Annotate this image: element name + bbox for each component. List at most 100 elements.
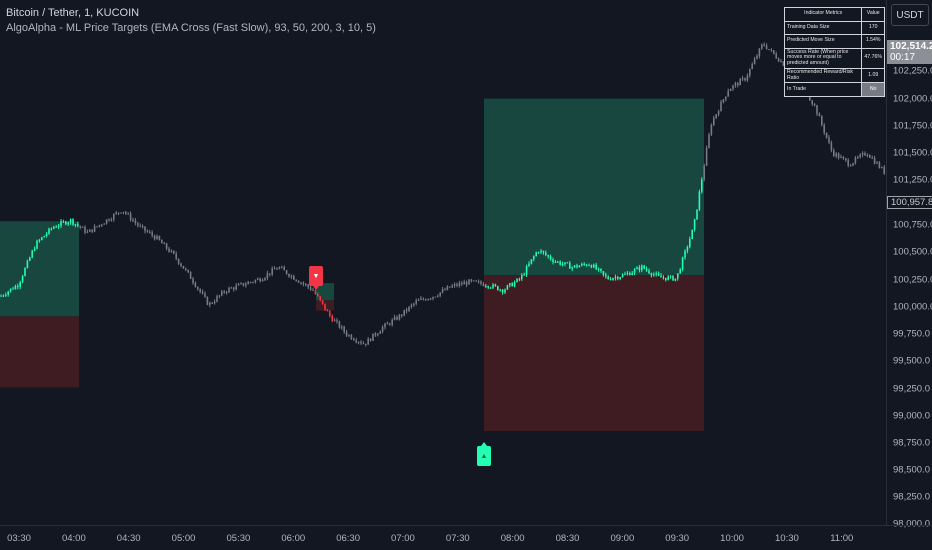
candle-body [624, 274, 626, 276]
candle-body [331, 316, 333, 322]
candle-body [62, 221, 65, 223]
candle-body [825, 132, 828, 138]
candle-body [245, 284, 247, 286]
candle-body [192, 278, 194, 283]
time-tick: 11:00 [830, 533, 854, 544]
candle-body [211, 302, 213, 304]
time-tick: 08:00 [500, 533, 525, 544]
candle-body [41, 237, 43, 240]
price-axis[interactable]: 102,250.0 102,000.0 101,750.0 101,500.0 101,… [886, 0, 932, 530]
symbol-title[interactable]: Bitcoin / Tether, 1, KUCOIN [6, 7, 140, 19]
candle-body [482, 283, 485, 287]
candle-body [648, 270, 650, 274]
candle-body [237, 284, 240, 286]
candle-body [516, 278, 518, 283]
candle-body [698, 191, 701, 210]
candle-body [170, 250, 173, 252]
candle-body [477, 281, 480, 283]
candle-body [633, 269, 636, 273]
candle-body [650, 273, 653, 276]
candle-body [782, 61, 785, 66]
time-tick: 07:30 [445, 533, 470, 544]
candle-body [261, 279, 264, 282]
time-axis[interactable]: 03:30 04:00 04:30 05:00 05:30 06:00 06:30 07:00… [0, 525, 932, 550]
candle-body [33, 248, 36, 251]
candle-body [614, 276, 617, 279]
target-zone [0, 221, 79, 317]
candle-body [537, 252, 540, 254]
candle-body [837, 153, 840, 158]
time-tick: 05:00 [171, 533, 196, 544]
candle-body [684, 250, 686, 258]
candle-body [761, 44, 763, 49]
candle-body [401, 314, 403, 316]
candle-body [883, 167, 885, 174]
indicator-metrics-table: Indicator Metrics Value Training Data Si… [783, 7, 885, 97]
candle-body [499, 289, 501, 291]
candle-body [569, 262, 571, 269]
price-tick: 102,000.0 [893, 93, 932, 105]
candle-body [341, 326, 343, 328]
candle-body [374, 333, 377, 336]
metrics-row: Success Rate (When price moves more or e… [783, 47, 885, 69]
candle-body [717, 111, 720, 115]
candle-body [290, 275, 293, 277]
candle-body [129, 213, 132, 221]
candle-body [93, 226, 96, 232]
candle-body [91, 229, 93, 232]
candle-body [657, 273, 660, 276]
candle-body [485, 286, 487, 288]
candle-body [295, 279, 297, 281]
candle-body [773, 50, 775, 54]
candle-body [693, 219, 696, 230]
candle-body [554, 261, 557, 263]
chart-area[interactable]: Bitcoin / Tether, 1, KUCOIN AlgoAlpha - … [0, 0, 886, 525]
candle-body [209, 302, 211, 305]
candle-body [367, 338, 369, 345]
candle-body [168, 248, 170, 252]
stop-zone [0, 316, 79, 388]
candle-body [165, 243, 168, 249]
candle-body [189, 272, 192, 279]
current-price-label: 102,514.2 00:17 [887, 40, 932, 64]
candle-body [29, 257, 31, 261]
candle-body [475, 280, 477, 282]
candle-body [288, 274, 290, 277]
candle-body [117, 212, 120, 214]
candle-body [197, 286, 199, 289]
candle-body [264, 277, 266, 280]
candle-body [355, 340, 357, 342]
candle-body [413, 303, 415, 305]
candle-body [381, 327, 384, 332]
candle-body [480, 281, 482, 284]
candle-body [566, 262, 569, 264]
candle-body [470, 279, 473, 281]
candle-body [878, 162, 881, 168]
candle-body [345, 331, 348, 336]
candle-body [576, 265, 578, 268]
candle-body [36, 240, 38, 249]
candle-body [777, 58, 780, 62]
candle-body [101, 224, 103, 226]
currency-button[interactable]: USDT [891, 4, 929, 26]
candle-body [45, 233, 48, 236]
candle-body [24, 267, 26, 276]
price-chart[interactable] [0, 0, 886, 525]
price-tick: 98,250.0 [893, 491, 930, 503]
candle-body [254, 279, 257, 283]
candle-body [473, 280, 475, 282]
candle-body [506, 285, 509, 290]
candle-body [139, 225, 141, 227]
candle-body [242, 283, 245, 286]
candle-body [271, 268, 273, 275]
candle-body [600, 268, 602, 272]
candle-body [446, 286, 449, 290]
candle-body [314, 290, 317, 295]
candle-body [813, 104, 816, 106]
candle-body [458, 283, 461, 286]
candle-body [153, 235, 156, 240]
candle-body [432, 296, 434, 299]
candle-body [605, 274, 607, 277]
candle-body [528, 263, 530, 267]
indicator-title[interactable]: AlgoAlpha - ML Price Targets (EMA Cross … [6, 22, 376, 34]
